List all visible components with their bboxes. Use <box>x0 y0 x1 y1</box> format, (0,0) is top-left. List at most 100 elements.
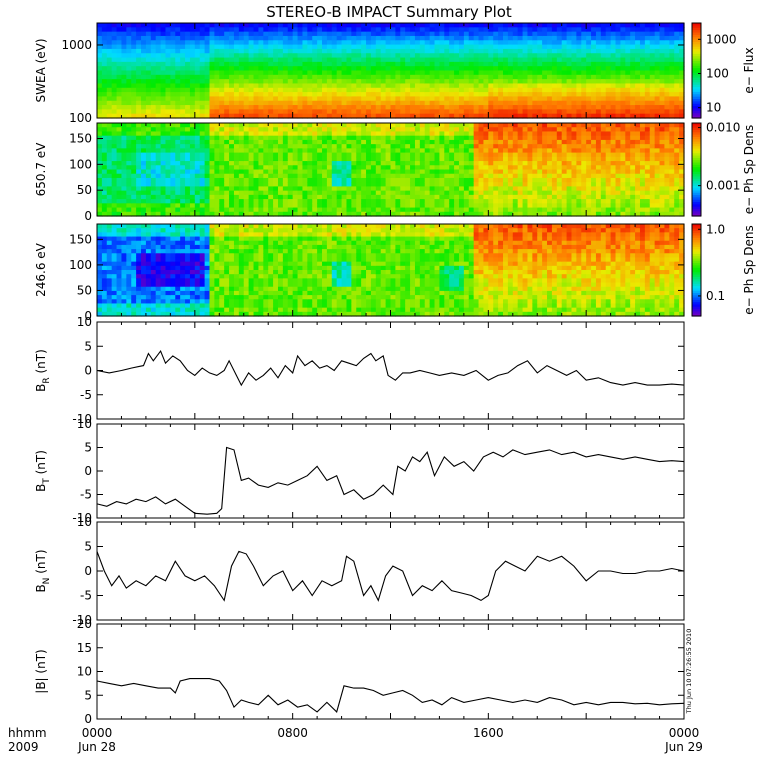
heatmap-cell <box>268 27 274 33</box>
heatmap-cell <box>586 144 592 149</box>
heatmap-cell <box>219 139 225 145</box>
heatmap-cell <box>341 169 348 175</box>
heatmap-cell <box>630 35 636 41</box>
heatmap-cell <box>317 44 323 50</box>
heatmap-cell <box>527 144 533 149</box>
heatmap-cell <box>600 139 607 145</box>
heatmap-cell <box>512 131 519 137</box>
heatmap-cell <box>380 31 387 37</box>
heatmap-cell <box>571 44 577 50</box>
heatmap-cell <box>253 123 260 128</box>
heatmap-cell <box>635 100 641 106</box>
heatmap-cell <box>106 109 113 115</box>
heatmap-cell <box>165 96 171 102</box>
heatmap-cell <box>390 92 396 98</box>
heatmap-cell <box>454 105 460 110</box>
heatmap-cell <box>145 199 152 204</box>
heatmap-cell <box>566 186 573 192</box>
heatmap-cell <box>463 96 470 102</box>
heatmap-cell <box>253 127 260 133</box>
heatmap-cell <box>160 23 167 28</box>
heatmap-cell <box>410 131 416 137</box>
heatmap-cell <box>586 40 592 46</box>
heatmap-cell <box>595 113 602 119</box>
heatmap-cell <box>419 79 426 85</box>
heatmap-cell <box>473 53 480 59</box>
heatmap-cell <box>141 152 147 158</box>
heatmap-cell <box>209 161 215 166</box>
heatmap-cell <box>248 66 255 72</box>
heatmap-cell <box>204 156 211 162</box>
heatmap-cell <box>253 27 260 33</box>
heatmap-cell <box>150 109 157 115</box>
heatmap-cell <box>439 131 445 137</box>
heatmap-cell <box>229 203 235 209</box>
heatmap-cell <box>351 70 357 76</box>
heatmap-cell <box>307 207 313 213</box>
heatmap-cell <box>586 27 592 33</box>
heatmap-cell <box>214 156 220 162</box>
heatmap-cell <box>150 57 157 63</box>
heatmap-cell <box>463 92 470 98</box>
heatmap-cell <box>194 100 201 106</box>
heatmap-cell <box>317 131 323 137</box>
heatmap-cell <box>346 190 352 196</box>
heatmap-cell <box>551 173 558 179</box>
heatmap-cell <box>204 31 211 37</box>
heatmap-cell <box>635 31 641 37</box>
heatmap-cell <box>175 194 181 200</box>
heatmap-cell <box>654 79 661 85</box>
heatmap-cell <box>659 23 666 28</box>
heatmap-cell <box>268 96 274 102</box>
heatmap-cell <box>233 66 240 72</box>
heatmap-cell <box>189 173 196 179</box>
heatmap-cell <box>233 211 240 217</box>
heatmap-cell <box>380 123 387 128</box>
heatmap-cell <box>414 182 421 188</box>
heatmap-cell <box>194 83 201 89</box>
heatmap-cell <box>556 48 563 54</box>
heatmap-cell <box>478 83 485 89</box>
heatmap-cell <box>458 35 465 41</box>
heatmap-cell <box>209 123 215 128</box>
heatmap-cell <box>669 92 675 98</box>
heatmap-cell <box>263 100 269 106</box>
heatmap-cell <box>238 83 245 89</box>
heatmap-cell <box>214 27 220 33</box>
heatmap-cell <box>214 152 220 158</box>
heatmap-cell <box>674 109 680 115</box>
heatmap-cell <box>659 44 666 50</box>
heatmap-cell <box>287 113 294 119</box>
heatmap-cell <box>312 70 318 76</box>
heatmap-cell <box>170 148 176 154</box>
heatmap-cell <box>517 40 524 46</box>
heatmap-cell <box>527 199 533 204</box>
heatmap-cell <box>463 169 470 175</box>
heatmap-cell <box>331 131 338 137</box>
heatmap-cell <box>458 161 465 166</box>
heatmap-cell <box>312 100 318 106</box>
heatmap-cell <box>268 182 274 188</box>
heatmap-cell <box>336 96 343 102</box>
heatmap-cell <box>527 211 533 217</box>
heatmap-cell <box>145 92 152 98</box>
heatmap-cell <box>595 182 602 188</box>
heatmap-cell <box>131 152 137 158</box>
heatmap-cell <box>287 177 294 183</box>
heatmap-cell <box>199 131 206 137</box>
heatmap-cell <box>253 156 260 162</box>
heatmap-cell <box>356 144 362 149</box>
heatmap-cell <box>307 152 313 158</box>
heatmap-cell <box>639 27 646 33</box>
heatmap-cell <box>595 207 602 213</box>
heatmap-cell <box>547 186 553 192</box>
heatmap-cell <box>326 152 333 158</box>
heatmap-cell <box>351 211 357 217</box>
heatmap-cell <box>385 190 392 196</box>
heatmap-cell <box>468 96 475 102</box>
heatmap-cell <box>180 211 186 217</box>
heatmap-cell <box>537 207 543 213</box>
heatmap-cell <box>326 131 333 137</box>
colorbar-cell <box>692 82 701 86</box>
heatmap-cell <box>493 87 499 93</box>
